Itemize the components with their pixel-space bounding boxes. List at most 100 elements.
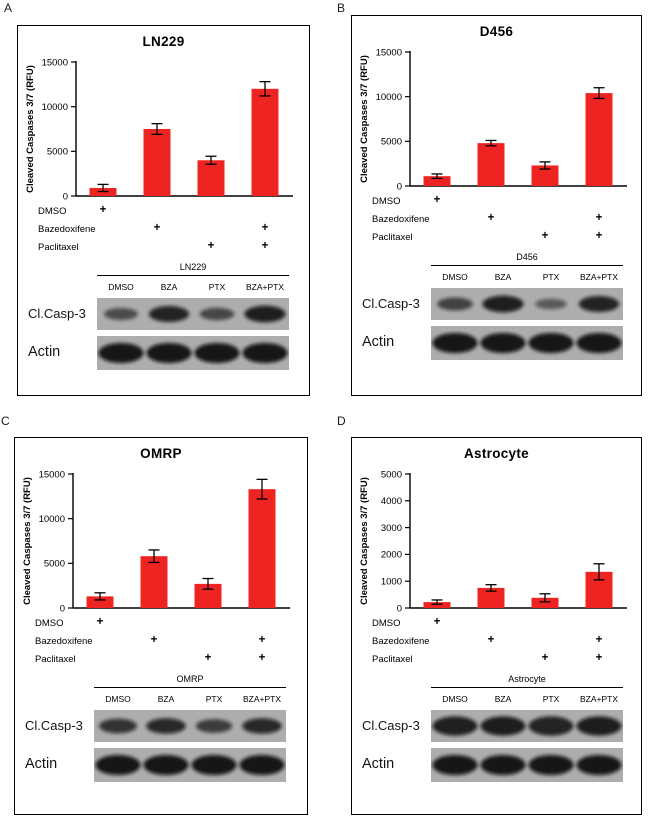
plus-mark: + bbox=[487, 634, 495, 646]
blot-row-label-actin: Actin bbox=[362, 756, 395, 772]
blot-row-label-actin: Actin bbox=[28, 344, 61, 360]
blot-band bbox=[148, 306, 190, 322]
blot-band bbox=[104, 308, 138, 320]
bar-bza bbox=[477, 587, 505, 608]
y-tick-label: 0 bbox=[397, 181, 402, 192]
plus-mark: + bbox=[433, 616, 441, 628]
bar-ptx bbox=[531, 597, 559, 608]
blot-band bbox=[528, 333, 574, 353]
plus-mark: + bbox=[595, 652, 603, 664]
blot-band bbox=[576, 716, 622, 736]
lane-label-bza-ptx: BZA+PTX bbox=[242, 694, 282, 704]
bar-bza bbox=[140, 556, 168, 608]
blot-title: LN229 bbox=[97, 262, 289, 276]
western-blot-strip bbox=[431, 288, 623, 320]
blot-band bbox=[432, 716, 478, 736]
plus-mark: + bbox=[541, 230, 549, 242]
blot-band bbox=[199, 307, 235, 321]
lane-label-ptx: PTX bbox=[542, 272, 560, 282]
blot-band bbox=[98, 343, 144, 363]
bar-bza-ptx bbox=[585, 93, 613, 186]
lane-label-dmso: DMSO bbox=[442, 694, 468, 704]
blot-band bbox=[437, 297, 473, 311]
bar-bza-ptx bbox=[251, 88, 279, 196]
blot-band bbox=[480, 716, 526, 736]
plus-mark: + bbox=[150, 634, 158, 646]
blot-row-label-cl-casp-3: Cl.Casp-3 bbox=[362, 295, 420, 311]
plus-mark: + bbox=[153, 222, 161, 234]
y-axis-label: Cleaved Caspases 3/7 (RFU) bbox=[25, 65, 36, 193]
y-tick-label: 5000 bbox=[47, 147, 68, 158]
treatment-label-dmso: DMSO bbox=[372, 618, 401, 629]
blot-band bbox=[482, 295, 524, 313]
plus-mark: + bbox=[595, 212, 603, 224]
treatment-label-paclitaxel: Paclitaxel bbox=[372, 654, 413, 665]
blot-title: Astrocyte bbox=[431, 674, 623, 688]
y-tick-label: 1000 bbox=[381, 577, 402, 588]
blot-band bbox=[195, 719, 233, 733]
bar-ptx bbox=[531, 165, 559, 186]
lane-label-bza: BZA bbox=[494, 272, 512, 282]
blot-band bbox=[578, 296, 620, 312]
blot-row-label-cl-casp-3: Cl.Casp-3 bbox=[362, 717, 420, 733]
western-blot-strip bbox=[94, 748, 286, 782]
y-tick-label: 0 bbox=[397, 603, 402, 614]
western-blot-strip bbox=[431, 326, 623, 360]
y-axis-label: Cleaved Caspases 3/7 (RFU) bbox=[22, 477, 33, 605]
blot-band bbox=[146, 718, 186, 734]
panel-title: Astrocyte bbox=[464, 446, 529, 461]
treatment-label-paclitaxel: Paclitaxel bbox=[35, 654, 76, 665]
blot-row-label-actin: Actin bbox=[362, 334, 395, 350]
plus-mark: + bbox=[99, 204, 107, 216]
plus-mark: + bbox=[433, 194, 441, 206]
bar-dmso bbox=[423, 176, 451, 186]
blot-band bbox=[146, 343, 192, 363]
lane-label-ptx: PTX bbox=[205, 694, 223, 704]
y-tick-label: 5000 bbox=[381, 137, 402, 148]
lane-label-ptx: PTX bbox=[208, 282, 226, 292]
y-tick-label: 3000 bbox=[381, 523, 402, 534]
blot-row-label-cl-casp-3: Cl.Casp-3 bbox=[25, 717, 83, 733]
y-tick-label: 15000 bbox=[39, 469, 65, 480]
blot-band bbox=[239, 755, 285, 775]
bar-chart: 0 5000 10000 15000 Cleaved Caspases 3/7 (RFU… bbox=[25, 57, 293, 202]
western-blot-strip bbox=[431, 710, 623, 742]
y-axis-label: Cleaved Caspases 3/7 (RFU) bbox=[359, 477, 370, 605]
plus-mark: + bbox=[204, 652, 212, 664]
y-tick-label: 4000 bbox=[381, 496, 402, 507]
lane-label-dmso: DMSO bbox=[442, 272, 468, 282]
bar-chart: 0 5000 10000 15000 Cleaved Caspases 3/7 (RFU… bbox=[359, 47, 627, 192]
lane-label-bza-ptx: BZA+PTX bbox=[579, 694, 619, 704]
blot-band bbox=[99, 718, 137, 734]
lane-label-dmso: DMSO bbox=[108, 282, 134, 292]
blot-band bbox=[242, 718, 282, 734]
y-tick-label: 0 bbox=[63, 191, 68, 202]
plus-mark: + bbox=[207, 240, 215, 252]
panel-title: LN229 bbox=[142, 34, 185, 49]
western-blot-strip bbox=[97, 298, 289, 330]
panel-letter-a: A bbox=[4, 1, 13, 15]
blot-band bbox=[576, 755, 622, 775]
western-blot-strip bbox=[97, 336, 289, 370]
y-tick-label: 10000 bbox=[39, 514, 65, 525]
plus-mark: + bbox=[595, 230, 603, 242]
blot-band bbox=[576, 333, 622, 353]
blot-band bbox=[432, 755, 478, 775]
bar-chart: 0 5000 10000 15000 Cleaved Caspases 3/7 (RFU… bbox=[22, 469, 290, 614]
blot-band bbox=[528, 755, 574, 775]
lane-label-bza-ptx: BZA+PTX bbox=[579, 272, 619, 282]
treatment-label-paclitaxel: Paclitaxel bbox=[372, 232, 413, 243]
bar-dmso bbox=[423, 602, 451, 608]
plus-mark: + bbox=[96, 616, 104, 628]
y-axis-label: Cleaved Caspases 3/7 (RFU) bbox=[359, 55, 370, 183]
panel-letter-c: C bbox=[1, 414, 10, 428]
blot-band bbox=[480, 755, 526, 775]
blot-row-label-cl-casp-3: Cl.Casp-3 bbox=[28, 305, 86, 321]
plus-mark: + bbox=[261, 240, 269, 252]
y-tick-label: 5000 bbox=[44, 559, 65, 570]
treatment-label-dmso: DMSO bbox=[35, 618, 64, 629]
treatment-label-bazedoxifene: Bazedoxifene bbox=[38, 224, 96, 235]
treatment-label-dmso: DMSO bbox=[372, 196, 401, 207]
y-tick-label: 0 bbox=[60, 603, 65, 614]
panel-b: D456 0 5000 10000 15000 Cleaved Caspases 3/7 … bbox=[351, 15, 642, 396]
